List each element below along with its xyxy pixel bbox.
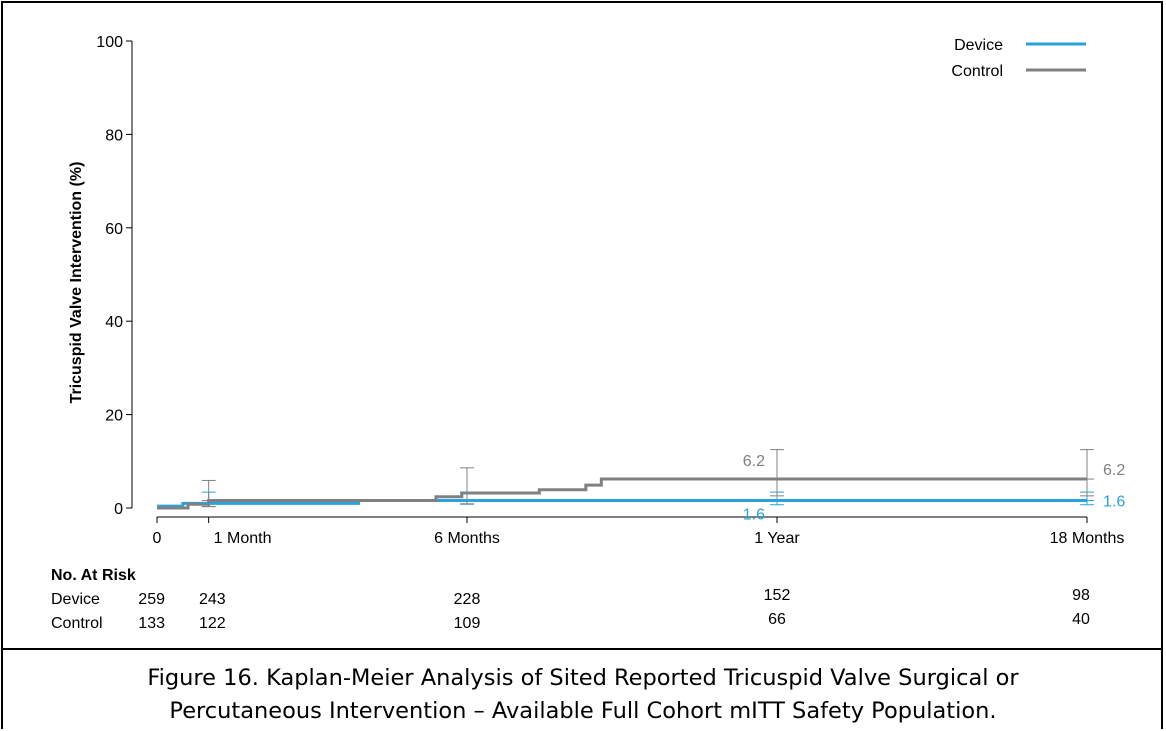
caption-divider	[3, 648, 1163, 650]
x-tick-label: 18 Months	[1050, 530, 1125, 547]
y-tick-label: 60	[105, 221, 123, 238]
device-end-label: 1.6	[1103, 494, 1125, 511]
y-tick-label: 20	[105, 408, 123, 425]
y-tick-label: 0	[114, 501, 123, 518]
at-risk-title: No. At Risk	[51, 567, 136, 584]
caption-line-2: Percutaneous Intervention – Available Fu…	[169, 698, 997, 724]
x-tick-label: 0	[153, 530, 162, 547]
device-curve	[157, 499, 1087, 508]
at-risk-count: 228	[454, 591, 481, 608]
legend-label: Device	[954, 37, 1003, 54]
y-tick-label: 40	[105, 314, 123, 331]
at-risk-count: 40	[1072, 611, 1090, 628]
at-risk-count: 98	[1072, 587, 1090, 604]
figure-caption: Figure 16. Kaplan-Meier Analysis of Site…	[3, 662, 1163, 728]
y-axis-label: Tricuspid Valve Intervention (%)	[68, 162, 85, 404]
control-1yr-label: 6.2	[743, 453, 765, 470]
legend-label: Control	[951, 63, 1003, 80]
at-risk-group-label: Device	[51, 591, 100, 608]
km-chart: 0 20 40 60 80 100 Tricuspid Valve Intervention…	[51, 34, 1125, 632]
control-end-label: 6.2	[1103, 462, 1125, 479]
y-tick-label: 80	[105, 127, 123, 144]
x-tick-label: 1 Month	[214, 530, 272, 547]
at-risk-count: 259	[138, 591, 165, 608]
at-risk-group-label: Control	[51, 615, 103, 632]
y-tick-label: 100	[96, 34, 123, 51]
control-curve	[157, 477, 1087, 510]
x-tick-label: 1 Year	[754, 530, 800, 547]
caption-line-1: Figure 16. Kaplan-Meier Analysis of Site…	[147, 665, 1019, 691]
at-risk-count: 133	[138, 615, 165, 632]
at-risk-count: 122	[199, 615, 226, 632]
at-risk-count: 66	[768, 611, 786, 628]
at-risk-count: 152	[764, 587, 791, 604]
x-tick-label: 6 Months	[434, 530, 500, 547]
at-risk-count: 243	[199, 591, 226, 608]
device-1yr-label: 1.6	[743, 507, 765, 524]
at-risk-count: 109	[454, 615, 481, 632]
